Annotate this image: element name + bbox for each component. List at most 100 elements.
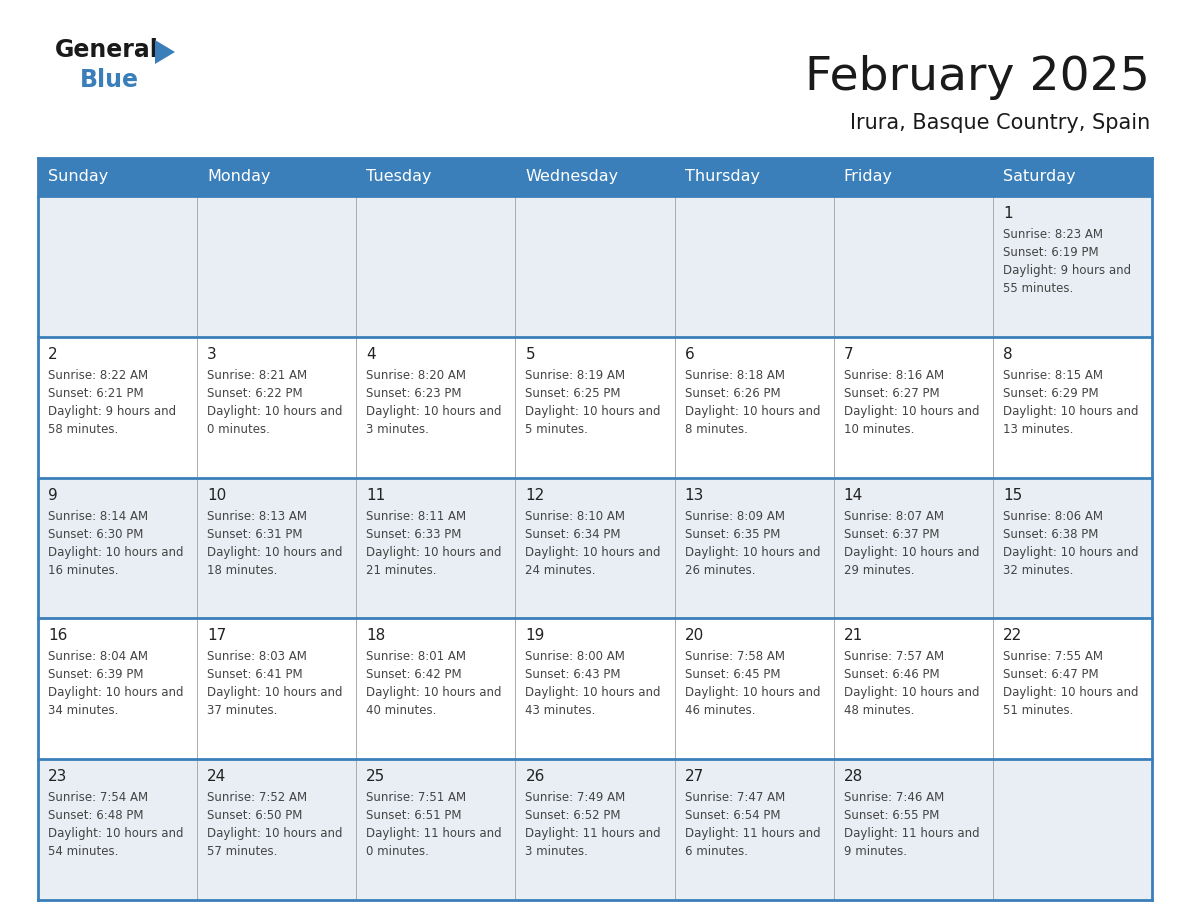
Text: Sunset: 6:29 PM: Sunset: 6:29 PM — [1003, 386, 1099, 400]
Text: 9: 9 — [48, 487, 58, 502]
Text: Sunset: 6:41 PM: Sunset: 6:41 PM — [207, 668, 303, 681]
Text: Daylight: 10 hours and: Daylight: 10 hours and — [843, 545, 979, 558]
Bar — [38, 759, 1152, 900]
Text: Daylight: 11 hours and: Daylight: 11 hours and — [366, 827, 501, 840]
Text: Daylight: 10 hours and: Daylight: 10 hours and — [366, 405, 501, 418]
Text: Sunrise: 7:55 AM: Sunrise: 7:55 AM — [1003, 650, 1102, 664]
Text: Daylight: 10 hours and: Daylight: 10 hours and — [525, 545, 661, 558]
Text: Sunrise: 8:06 AM: Sunrise: 8:06 AM — [1003, 509, 1102, 522]
Text: Sunset: 6:37 PM: Sunset: 6:37 PM — [843, 528, 940, 541]
Text: Sunset: 6:19 PM: Sunset: 6:19 PM — [1003, 246, 1099, 259]
Bar — [356, 158, 516, 196]
Text: Daylight: 10 hours and: Daylight: 10 hours and — [366, 545, 501, 558]
Text: 18 minutes.: 18 minutes. — [207, 564, 278, 577]
Text: Sunrise: 8:04 AM: Sunrise: 8:04 AM — [48, 650, 148, 664]
Text: 21: 21 — [843, 629, 862, 644]
Text: Sunset: 6:33 PM: Sunset: 6:33 PM — [366, 528, 462, 541]
Bar — [516, 158, 675, 196]
Text: Sunset: 6:48 PM: Sunset: 6:48 PM — [48, 809, 144, 823]
Text: 19: 19 — [525, 629, 545, 644]
Bar — [993, 158, 1152, 196]
Text: 34 minutes.: 34 minutes. — [48, 704, 119, 717]
Bar — [675, 158, 834, 196]
Text: Sunrise: 8:18 AM: Sunrise: 8:18 AM — [684, 369, 784, 382]
Text: 58 minutes.: 58 minutes. — [48, 423, 119, 436]
Text: Sunrise: 8:14 AM: Sunrise: 8:14 AM — [48, 509, 148, 522]
Text: 16 minutes.: 16 minutes. — [48, 564, 119, 577]
Text: Sunset: 6:31 PM: Sunset: 6:31 PM — [207, 528, 303, 541]
Text: Sunset: 6:34 PM: Sunset: 6:34 PM — [525, 528, 621, 541]
Text: 55 minutes.: 55 minutes. — [1003, 282, 1073, 295]
Text: 20: 20 — [684, 629, 703, 644]
Text: Daylight: 10 hours and: Daylight: 10 hours and — [1003, 405, 1138, 418]
Text: Daylight: 10 hours and: Daylight: 10 hours and — [207, 405, 342, 418]
Text: 40 minutes.: 40 minutes. — [366, 704, 437, 717]
Text: 51 minutes.: 51 minutes. — [1003, 704, 1073, 717]
Text: 0 minutes.: 0 minutes. — [366, 845, 429, 858]
Text: Daylight: 9 hours and: Daylight: 9 hours and — [48, 405, 176, 418]
Text: Sunset: 6:27 PM: Sunset: 6:27 PM — [843, 386, 940, 400]
Text: Sunrise: 8:11 AM: Sunrise: 8:11 AM — [366, 509, 467, 522]
Bar — [38, 196, 1152, 337]
Text: 18: 18 — [366, 629, 386, 644]
Bar — [38, 337, 1152, 477]
Text: Sunset: 6:47 PM: Sunset: 6:47 PM — [1003, 668, 1099, 681]
Text: 16: 16 — [48, 629, 68, 644]
Text: Sunrise: 8:07 AM: Sunrise: 8:07 AM — [843, 509, 943, 522]
Text: 3 minutes.: 3 minutes. — [525, 845, 588, 858]
Text: 15: 15 — [1003, 487, 1022, 502]
Text: 10: 10 — [207, 487, 227, 502]
Text: Sunrise: 8:22 AM: Sunrise: 8:22 AM — [48, 369, 148, 382]
Text: Sunrise: 8:00 AM: Sunrise: 8:00 AM — [525, 650, 625, 664]
Text: 37 minutes.: 37 minutes. — [207, 704, 278, 717]
Text: 11: 11 — [366, 487, 386, 502]
Text: 26: 26 — [525, 769, 545, 784]
Text: 10 minutes.: 10 minutes. — [843, 423, 914, 436]
Text: 25: 25 — [366, 769, 386, 784]
Text: Sunrise: 7:52 AM: Sunrise: 7:52 AM — [207, 791, 308, 804]
Text: Sunrise: 8:23 AM: Sunrise: 8:23 AM — [1003, 228, 1102, 241]
Text: Daylight: 10 hours and: Daylight: 10 hours and — [48, 545, 183, 558]
Text: Daylight: 11 hours and: Daylight: 11 hours and — [684, 827, 820, 840]
Text: 27: 27 — [684, 769, 703, 784]
Text: 6: 6 — [684, 347, 694, 362]
Text: 13 minutes.: 13 minutes. — [1003, 423, 1073, 436]
Text: Daylight: 10 hours and: Daylight: 10 hours and — [366, 687, 501, 700]
Bar — [834, 158, 993, 196]
Text: Daylight: 10 hours and: Daylight: 10 hours and — [207, 687, 342, 700]
Text: 1: 1 — [1003, 206, 1012, 221]
Text: Daylight: 9 hours and: Daylight: 9 hours and — [1003, 264, 1131, 277]
Text: 2: 2 — [48, 347, 58, 362]
Text: Friday: Friday — [843, 170, 892, 185]
Text: Sunrise: 8:13 AM: Sunrise: 8:13 AM — [207, 509, 308, 522]
Text: Sunrise: 7:49 AM: Sunrise: 7:49 AM — [525, 791, 626, 804]
Text: Sunset: 6:39 PM: Sunset: 6:39 PM — [48, 668, 144, 681]
Text: Daylight: 10 hours and: Daylight: 10 hours and — [525, 687, 661, 700]
Text: 46 minutes.: 46 minutes. — [684, 704, 756, 717]
Text: Daylight: 10 hours and: Daylight: 10 hours and — [843, 687, 979, 700]
Text: Daylight: 10 hours and: Daylight: 10 hours and — [684, 687, 820, 700]
Polygon shape — [154, 40, 175, 64]
Text: 5: 5 — [525, 347, 535, 362]
Text: Blue: Blue — [80, 68, 139, 92]
Bar — [38, 619, 1152, 759]
Text: Sunrise: 8:01 AM: Sunrise: 8:01 AM — [366, 650, 466, 664]
Text: Sunset: 6:25 PM: Sunset: 6:25 PM — [525, 386, 621, 400]
Text: 4: 4 — [366, 347, 375, 362]
Text: Wednesday: Wednesday — [525, 170, 619, 185]
Text: Daylight: 11 hours and: Daylight: 11 hours and — [843, 827, 979, 840]
Bar — [38, 158, 197, 196]
Text: Sunrise: 7:46 AM: Sunrise: 7:46 AM — [843, 791, 944, 804]
Text: Sunset: 6:22 PM: Sunset: 6:22 PM — [207, 386, 303, 400]
Text: Sunset: 6:30 PM: Sunset: 6:30 PM — [48, 528, 144, 541]
Text: Sunrise: 7:58 AM: Sunrise: 7:58 AM — [684, 650, 784, 664]
Text: 8 minutes.: 8 minutes. — [684, 423, 747, 436]
Text: 9 minutes.: 9 minutes. — [843, 845, 906, 858]
Text: 23: 23 — [48, 769, 68, 784]
Text: Sunday: Sunday — [48, 170, 108, 185]
Text: 7: 7 — [843, 347, 853, 362]
Text: 28: 28 — [843, 769, 862, 784]
Bar — [38, 477, 1152, 619]
Text: Sunset: 6:50 PM: Sunset: 6:50 PM — [207, 809, 303, 823]
Text: Daylight: 10 hours and: Daylight: 10 hours and — [684, 405, 820, 418]
